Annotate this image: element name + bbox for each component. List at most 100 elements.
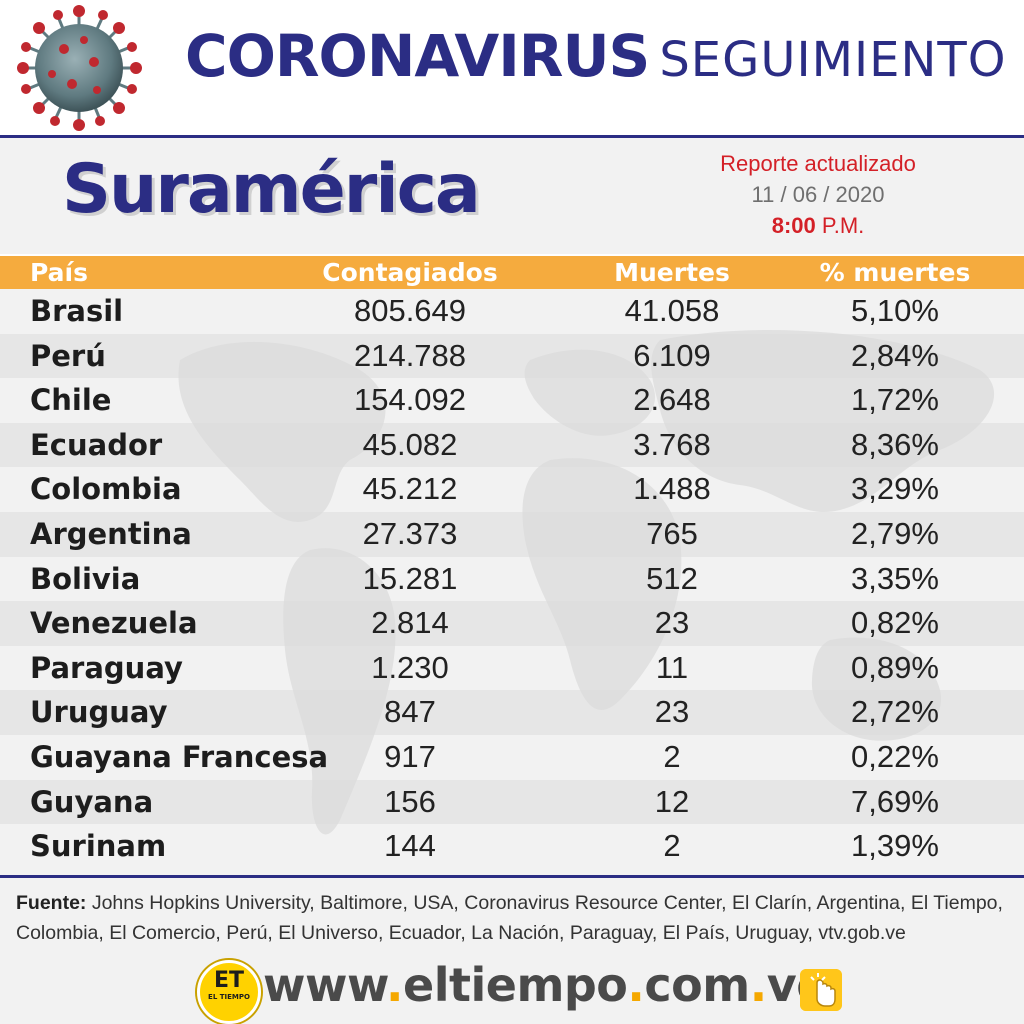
table-header: País Contagiados Muertes % muertes [0, 254, 1024, 289]
cases-cell: 45.212 [362, 471, 458, 507]
country-cell: Paraguay [30, 650, 183, 685]
url-part: com [644, 958, 750, 1012]
country-cell: Chile [30, 383, 112, 418]
pct-cell: 1,39% [851, 828, 939, 864]
header-country: País [30, 258, 88, 287]
report-time: 8:00 P.M. [700, 210, 936, 241]
report-label: Reporte actualizado [720, 151, 916, 176]
cases-cell: 805.649 [353, 293, 467, 328]
cases-cell: 1.230 [371, 649, 449, 685]
table-row: Argentina 27.373 765 2,79% [0, 511, 1024, 557]
deaths-cell: 23 [654, 605, 690, 641]
country-cell: Surinam [30, 829, 167, 864]
country-cell: Bolivia [30, 561, 141, 596]
pct-cell: 2,79% [851, 515, 939, 551]
country-cell: Perú [30, 338, 106, 373]
deaths-cell: 6.109 [633, 337, 711, 373]
cases-cell: 2.814 [371, 605, 449, 641]
report-date: 11 / 06 / 2020 [751, 182, 885, 207]
cases-cell: 847 [384, 694, 436, 730]
table-row: Paraguay 1.230 11 0,89% [0, 646, 1024, 691]
report-time-suffix: P.M. [815, 213, 865, 238]
deaths-cell: 512 [646, 560, 698, 596]
source-label: Fuente: [16, 892, 87, 914]
table-row: Colombia 45.212 1.488 3,29% [0, 467, 1024, 512]
country-cell: Ecuador [30, 427, 163, 462]
deaths-cell: 2 [663, 828, 681, 864]
title-bold: CORONAVIRUS [185, 22, 650, 90]
pct-cell: 2,84% [851, 337, 939, 373]
cases-cell: 27.373 [362, 515, 458, 551]
table-row: Guayana Francesa 917 2 0,22% [0, 735, 1024, 780]
deaths-cell: 1.488 [633, 471, 711, 507]
pct-cell: 1,72% [851, 382, 939, 418]
header: CORONAVIRUS SEGUIMIENTO [0, 0, 1024, 135]
eltiempo-logo: ET EL TIEMPO [197, 960, 261, 1024]
pct-cell: 3,35% [851, 560, 939, 596]
country-cell: Brasil [30, 294, 124, 328]
url-part: eltiempo [403, 958, 628, 1012]
cases-cell: 45.082 [362, 426, 458, 462]
pct-cell: 0,89% [851, 649, 939, 685]
divider-top [0, 135, 1024, 138]
deaths-cell: 765 [646, 515, 698, 551]
cases-cell: 154.092 [353, 382, 467, 418]
deaths-cell: 2 [663, 738, 681, 774]
table-row: Brasil 805.649 41.058 5,10% [0, 289, 1024, 334]
country-cell: Guyana [30, 784, 154, 819]
deaths-cell: 11 [655, 649, 689, 685]
url-dot: . [386, 958, 404, 1012]
cases-cell: 144 [384, 828, 436, 864]
country-cell: Uruguay [30, 695, 168, 730]
logo-text: ET [213, 968, 245, 993]
table-row: Chile 154.092 2.648 1,72% [0, 378, 1024, 423]
website-link[interactable]: www.eltiempo.com.ve [263, 958, 827, 1012]
table-row: Bolivia 15.281 512 3,35% [0, 557, 1024, 602]
source-note: Fuente: Johns Hopkins University, Baltim… [16, 888, 1011, 948]
url-dot: . [749, 958, 767, 1012]
logo-subtext: EL TIEMPO [208, 993, 250, 1001]
country-cell: Colombia [30, 472, 182, 507]
pct-cell: 2,72% [851, 694, 939, 730]
data-table: País Contagiados Muertes % muertes Brasi… [0, 254, 1024, 869]
title-light: SEGUIMIENTO [659, 32, 1007, 88]
report-block: Reporte actualizado 11 / 06 / 2020 8:00 … [700, 148, 936, 241]
country-cell: Venezuela [30, 606, 198, 641]
table-row: Uruguay 847 23 2,72% [0, 690, 1024, 735]
url-dot: . [627, 958, 645, 1012]
click-hand-icon [800, 969, 842, 1011]
header-deaths: Muertes [614, 258, 730, 287]
divider-bottom [0, 875, 1024, 878]
table-row: Ecuador 45.082 3.768 8,36% [0, 422, 1024, 468]
pct-cell: 0,82% [851, 605, 939, 641]
url-part: www [263, 958, 387, 1012]
cases-cell: 917 [384, 738, 436, 774]
deaths-cell: 12 [654, 783, 690, 819]
pct-cell: 7,69% [851, 783, 939, 819]
cases-cell: 214.788 [353, 337, 467, 373]
table-row: Guyana 156 12 7,69% [0, 779, 1024, 825]
header-cases: Contagiados [322, 258, 498, 287]
table-body: Brasil 805.649 41.058 5,10% Perú 214.788 6.109… [0, 289, 1024, 869]
pct-cell: 8,36% [851, 426, 939, 462]
pct-cell: 3,29% [851, 471, 939, 507]
table-row: Surinam 144 2 1,39% [0, 824, 1024, 869]
region-title: Suramérica [62, 150, 481, 229]
cases-cell: 15.281 [362, 560, 458, 596]
report-time-hour: 8:00 [771, 213, 816, 238]
coronavirus-icon [17, 5, 142, 131]
pct-cell: 0,22% [851, 738, 939, 774]
cases-cell: 156 [384, 783, 436, 819]
table-row: Perú 214.788 6.109 2,84% [0, 333, 1024, 379]
header-pct: % muertes [819, 258, 971, 287]
deaths-cell: 3.768 [633, 426, 711, 462]
pct-cell: 5,10% [851, 293, 939, 328]
source-text: Johns Hopkins University, Baltimore, USA… [16, 892, 1003, 944]
deaths-cell: 23 [654, 694, 690, 730]
deaths-cell: 41.058 [624, 293, 720, 328]
table-row: Venezuela 2.814 23 0,82% [0, 601, 1024, 646]
country-cell: Guayana Francesa [30, 739, 329, 774]
page-title: CORONAVIRUS SEGUIMIENTO [185, 22, 1007, 117]
country-cell: Argentina [30, 516, 192, 551]
